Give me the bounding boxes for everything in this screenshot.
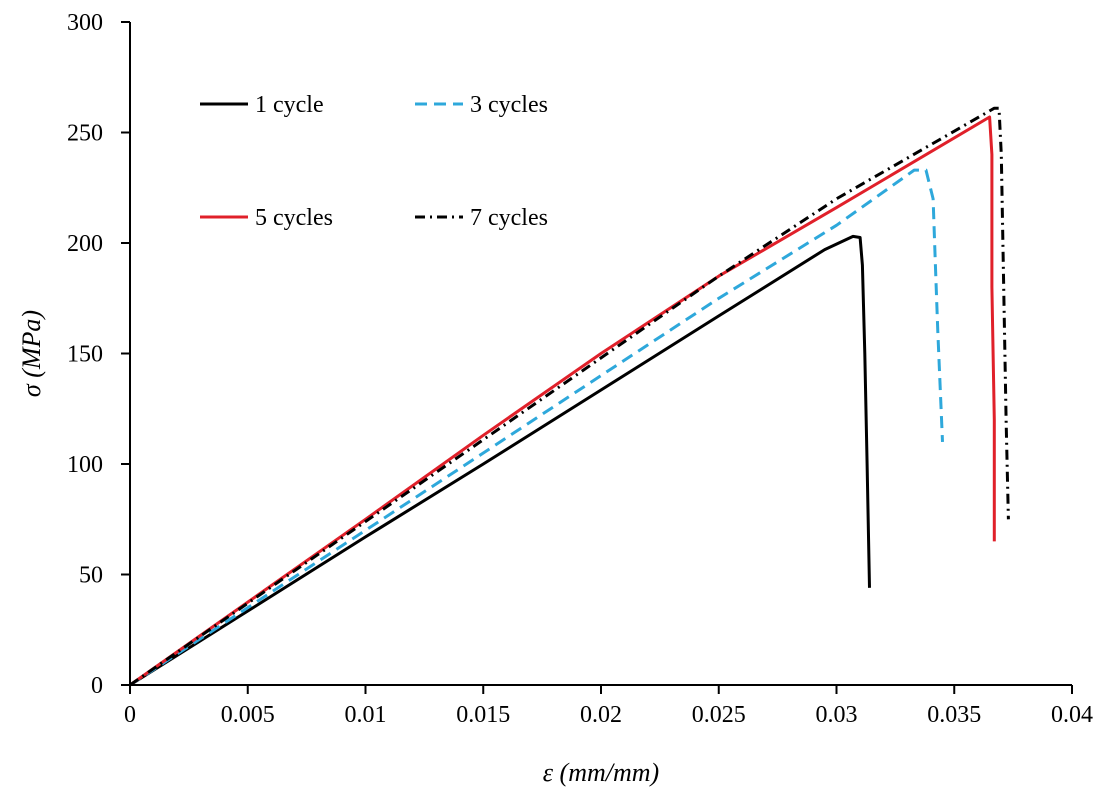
x-tick-label: 0 bbox=[124, 702, 136, 728]
legend-label-2: 3 cycles bbox=[470, 92, 548, 118]
x-tick-label: 0.035 bbox=[927, 702, 981, 728]
x-tick-label: 0.02 bbox=[580, 702, 622, 728]
x-axis-title: ε (mm/mm) bbox=[543, 758, 659, 787]
x-ticks: 0 0.005 0.01 0.015 0.02 0.025 0.03 0.035 0.04 bbox=[124, 685, 1093, 728]
y-tick-label: 200 bbox=[67, 231, 103, 257]
y-ticks: 0 50 100 150 200 250 300 bbox=[67, 10, 130, 699]
x-tick-label: 0.01 bbox=[345, 702, 387, 728]
series-line-1 bbox=[129, 234, 871, 687]
series-line-3 bbox=[129, 115, 996, 687]
y-tick-label: 50 bbox=[79, 563, 103, 589]
plot-area bbox=[129, 106, 1010, 687]
series-line-4 bbox=[129, 106, 1010, 687]
x-tick-label: 0.005 bbox=[221, 702, 275, 728]
y-tick-label: 250 bbox=[67, 121, 103, 147]
x-tick-label: 0.025 bbox=[692, 702, 746, 728]
series-line-2 bbox=[129, 168, 944, 687]
legend-label-4: 7 cycles bbox=[470, 205, 548, 231]
legend-label-1: 1 cycle bbox=[255, 92, 324, 118]
x-tick-label: 0.04 bbox=[1051, 702, 1093, 728]
x-tick-label: 0.015 bbox=[456, 702, 510, 728]
legend-label-3: 5 cycles bbox=[255, 205, 333, 231]
x-tick-label: 0.03 bbox=[816, 702, 858, 728]
legend: 1 cycle 3 cycles 5 cycles 7 cycles bbox=[200, 92, 548, 231]
y-tick-label: 100 bbox=[67, 452, 103, 478]
y-tick-label: 150 bbox=[67, 342, 103, 368]
y-tick-label: 300 bbox=[67, 10, 103, 36]
y-axis-title: σ (MPa) bbox=[17, 310, 46, 397]
y-tick-label: 0 bbox=[91, 673, 103, 699]
